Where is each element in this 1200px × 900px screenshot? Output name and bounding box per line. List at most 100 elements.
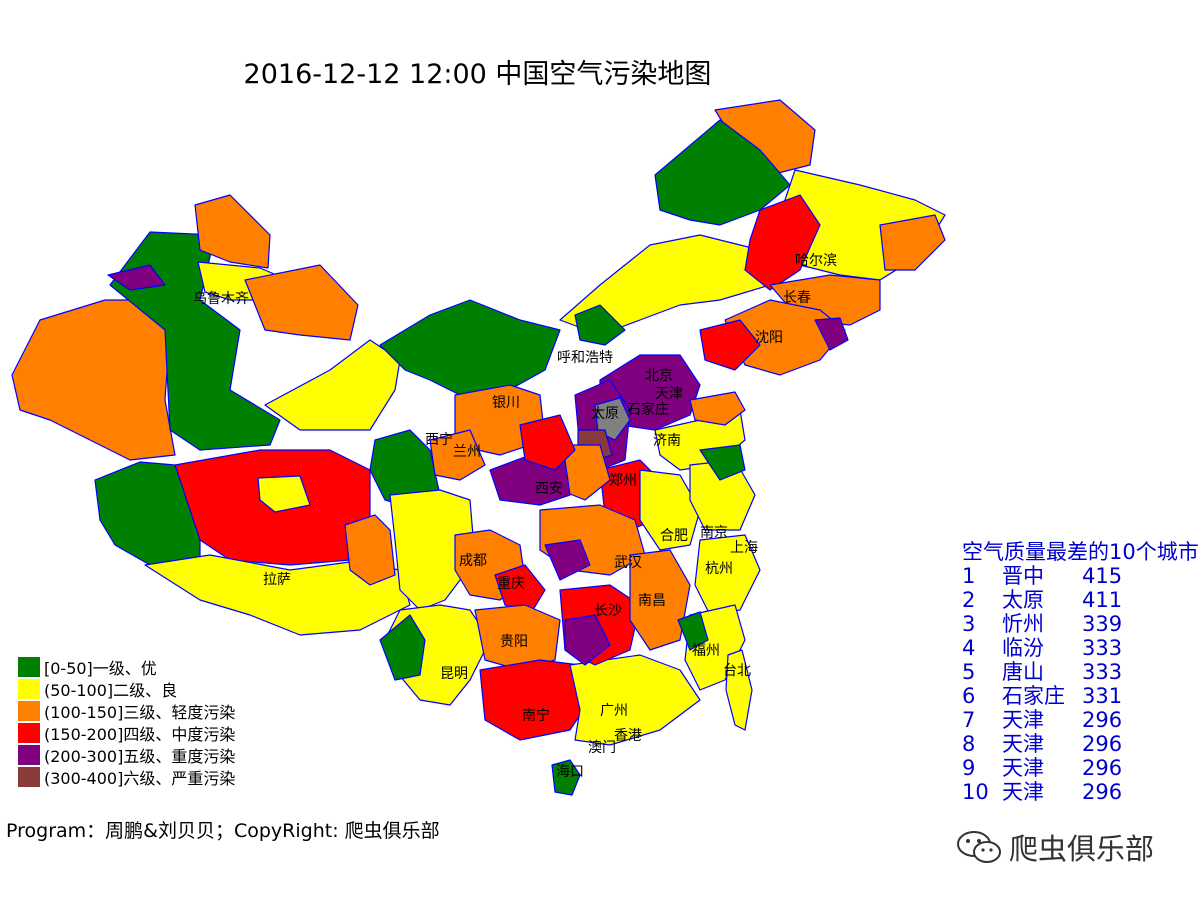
- legend-swatch: [18, 767, 40, 787]
- city-label: 贵阳: [500, 634, 528, 650]
- rank-number: 8: [962, 732, 976, 756]
- legend: [0-50]一级、优 (50-100]二级、良 (100-150]三级、轻度污染 (1…: [18, 656, 235, 788]
- region-hn-purple: [564, 614, 611, 666]
- city-label: 郑州: [609, 473, 637, 489]
- city-label: 南昌: [638, 593, 666, 609]
- region-gs-hexi: [264, 339, 401, 431]
- credit-text: Program：周鹏&刘贝贝；CopyRight: 爬虫俱乐部: [6, 820, 440, 842]
- region-nm-west: [379, 299, 561, 396]
- legend-label: (150-200]四级、中度污染: [44, 725, 236, 744]
- rank-city: 临汾: [1002, 636, 1044, 660]
- rank-value: 333: [1082, 660, 1123, 684]
- city-label: 合肥: [660, 528, 688, 544]
- legend-label: (50-100]二级、良: [44, 681, 178, 700]
- rank-city: 天津: [1002, 708, 1044, 732]
- region-gansu-red: [519, 414, 576, 471]
- city-label: 哈尔滨: [795, 253, 837, 269]
- rank-value: 411: [1082, 588, 1123, 612]
- region-xj-altay: [194, 194, 271, 269]
- ranking-row: 9 天津 296: [962, 756, 1200, 780]
- rank-value: 331: [1082, 684, 1123, 708]
- region-sd-green: [699, 444, 746, 481]
- ranking-row: 3 忻州 339: [962, 612, 1200, 636]
- region-xj-east: [244, 264, 359, 341]
- city-label: 南京: [700, 525, 728, 541]
- city-label: 呼和浩特: [557, 350, 613, 366]
- city-label: 上海: [730, 540, 758, 556]
- city-label: 太原: [591, 406, 619, 422]
- rank-number: 6: [962, 684, 976, 708]
- region-tibet-hole: [257, 475, 311, 513]
- rank-city: 天津: [1002, 732, 1044, 756]
- ranking-row: 1 晋中 415: [962, 564, 1200, 588]
- rank-city: 天津: [1002, 780, 1044, 804]
- legend-swatch: [18, 701, 40, 721]
- city-label: 北京: [645, 368, 673, 384]
- region-qh-east: [429, 429, 486, 481]
- ranking-row: 4 临汾 333: [962, 636, 1200, 660]
- city-label: 长沙: [594, 603, 622, 619]
- legend-label: [0-50]一级、优: [44, 659, 157, 678]
- region-tw: [725, 649, 753, 731]
- region-xj-west: [11, 299, 176, 461]
- city-label: 昆明: [440, 666, 468, 682]
- city-label: 重庆: [497, 576, 525, 592]
- rank-city: 忻州: [1002, 612, 1044, 636]
- region-gd: [569, 654, 701, 746]
- city-label: 香港: [614, 728, 642, 744]
- rank-city: 天津: [1002, 756, 1044, 780]
- legend-item: (300-400]六级、严重污染: [18, 766, 235, 788]
- region-xj-purple: [107, 264, 166, 291]
- city-label: 澳门: [588, 740, 616, 756]
- region-hb-purple: [544, 539, 591, 581]
- ranking-heading: 空气质量最差的10个城市: [962, 540, 1199, 564]
- city-label: 南宁: [522, 707, 550, 724]
- rank-city: 晋中: [1002, 564, 1044, 588]
- city-label: 拉萨: [263, 572, 291, 588]
- city-label: 福州: [692, 643, 720, 659]
- worst-cities-ranking: 空气质量最差的10个城市 1 晋中 415 2 太原 411 3 忻州 339 4 临汾 333 5 唐山…: [962, 540, 1200, 804]
- rank-city: 石家庄: [1002, 684, 1065, 708]
- city-label: 沈阳: [755, 330, 783, 346]
- rank-value: 339: [1082, 612, 1123, 636]
- legend-swatch: [18, 679, 40, 699]
- city-label: 海口: [556, 764, 584, 780]
- region-zj: [694, 534, 761, 616]
- wechat-icon: [957, 831, 1001, 863]
- city-label: 广州: [600, 703, 628, 719]
- rank-value: 296: [1082, 756, 1123, 780]
- city-label: 济南: [653, 433, 681, 449]
- rank-value: 296: [1082, 780, 1123, 804]
- rank-number: 2: [962, 588, 976, 612]
- region-qh-south: [344, 514, 396, 586]
- city-label: 兰州: [453, 444, 481, 460]
- legend-swatch: [18, 657, 40, 677]
- city-label: 台北: [723, 663, 751, 679]
- rank-value: 296: [1082, 732, 1123, 756]
- region-hlj-orange: [879, 214, 946, 271]
- city-label: 长春: [783, 290, 811, 306]
- legend-label: (200-300]五级、重度污染: [44, 747, 236, 766]
- rank-number: 5: [962, 660, 976, 684]
- rank-city: 太原: [1002, 588, 1044, 612]
- city-label: 西宁: [425, 431, 453, 448]
- legend-item: (200-300]五级、重度污染: [18, 744, 235, 766]
- legend-label: (300-400]六级、严重污染: [44, 769, 236, 788]
- rank-number: 9: [962, 756, 976, 780]
- rank-city: 唐山: [1002, 660, 1044, 684]
- city-label: 石家庄: [627, 401, 669, 418]
- ranking-row: 8 天津 296: [962, 732, 1200, 756]
- legend-item: (100-150]三级、轻度污染: [18, 700, 235, 722]
- legend-label: (100-150]三级、轻度污染: [44, 703, 236, 722]
- city-label: 天津: [655, 386, 683, 402]
- region-sd-orange: [689, 391, 746, 426]
- watermark-text: 爬虫俱乐部: [1009, 832, 1155, 866]
- rank-number: 1: [962, 564, 976, 588]
- legend-item: (50-100]二级、良: [18, 678, 235, 700]
- watermark: 爬虫俱乐部: [955, 826, 1154, 868]
- ranking-row: 7 天津 296: [962, 708, 1200, 732]
- legend-item: (150-200]四级、中度污染: [18, 722, 235, 744]
- region-hainan: [551, 759, 581, 796]
